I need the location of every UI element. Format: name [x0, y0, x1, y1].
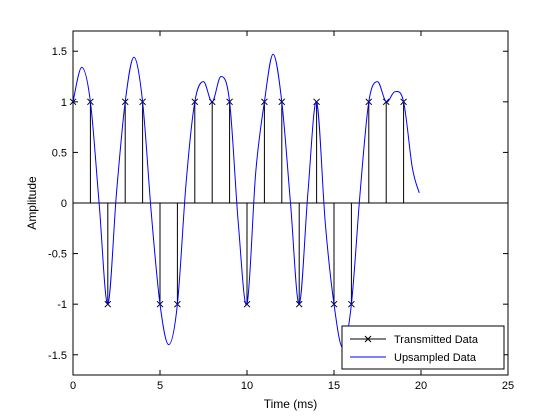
tick-layer: [72, 31, 509, 375]
y-axis-label: Amplitude: [25, 176, 39, 230]
y-tick-label: 0: [61, 198, 67, 210]
y-tick-label: 0.5: [52, 147, 67, 159]
legend-box: [341, 325, 505, 370]
y-tick-label: 1.5: [52, 46, 67, 58]
curve-series: [72, 53, 420, 349]
y-tick-label: -1: [57, 299, 67, 311]
legend-transmitted-marker: [364, 335, 372, 343]
x-tick-label: 25: [502, 380, 514, 392]
x-tick-label: 10: [241, 380, 253, 392]
tick-label-layer: 0 5 10 15 20 25 -1.5 -1 -0.5 0 0.5 1 1.5: [48, 46, 514, 392]
upsampled-curve: [72, 53, 420, 349]
y-tick-label: -1.5: [48, 350, 67, 362]
y-tick-label: 1: [61, 97, 67, 109]
legend-transmitted-label: Transmitted Data: [394, 334, 479, 346]
x-tick-label: 20: [415, 380, 427, 392]
x-axis-label: Time (ms): [264, 397, 318, 411]
legend-upsampled-label: Upsampled Data: [394, 352, 477, 364]
x-tick-label: 15: [328, 380, 340, 392]
plot-area: 0 5 10 15 20 25 -1.5 -1 -0.5 0 0.5 1 1.5: [48, 30, 514, 392]
legend: Transmitted Data Upsampled Data: [341, 325, 505, 370]
y-tick-label: -0.5: [48, 249, 67, 261]
x-tick-label: 0: [70, 380, 76, 392]
x-tick-label: 5: [157, 380, 163, 392]
